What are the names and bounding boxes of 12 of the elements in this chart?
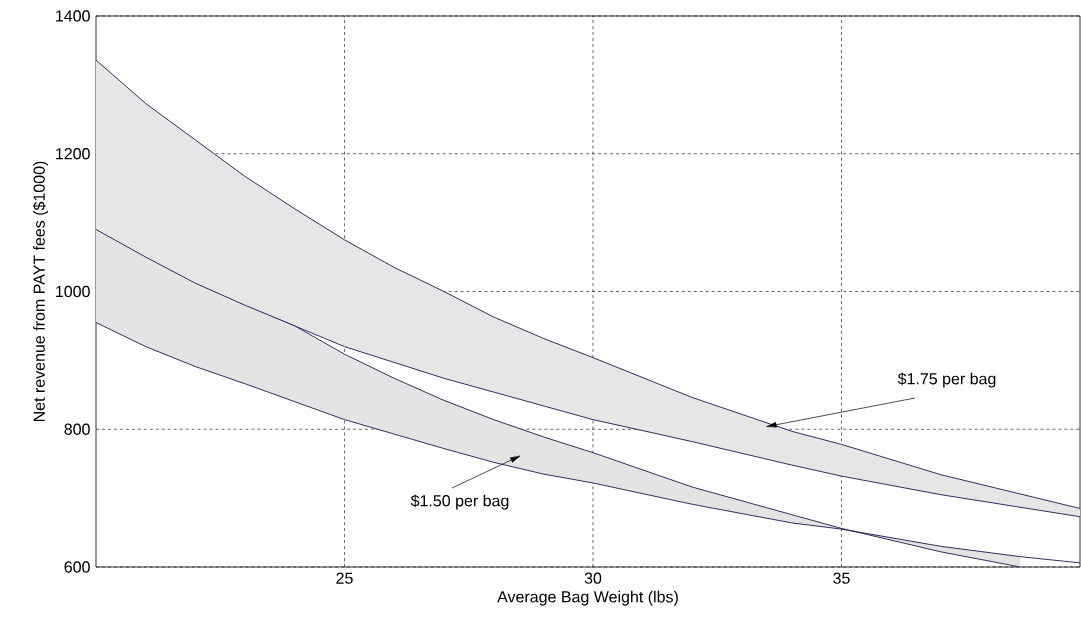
y-tick-label: 1000 bbox=[56, 285, 90, 298]
annotation: $1.75 per bag bbox=[897, 372, 996, 388]
y-axis-title: Net revenue from PAYT fees ($1000) bbox=[32, 161, 49, 422]
y-tick-label: 1200 bbox=[56, 148, 90, 160]
x-axis-title: Average Bag Weight (lbs) bbox=[497, 590, 678, 606]
x-tick-label: 25 bbox=[336, 572, 353, 584]
y-tick-label: 800 bbox=[64, 423, 90, 435]
y-tick-label: 1400 bbox=[56, 10, 90, 22]
annotation: $1.50 per bag bbox=[410, 494, 509, 510]
x-tick-label: 35 bbox=[833, 572, 850, 584]
y-tick-label: 600 bbox=[64, 561, 90, 573]
x-tick-label: 30 bbox=[584, 572, 602, 584]
